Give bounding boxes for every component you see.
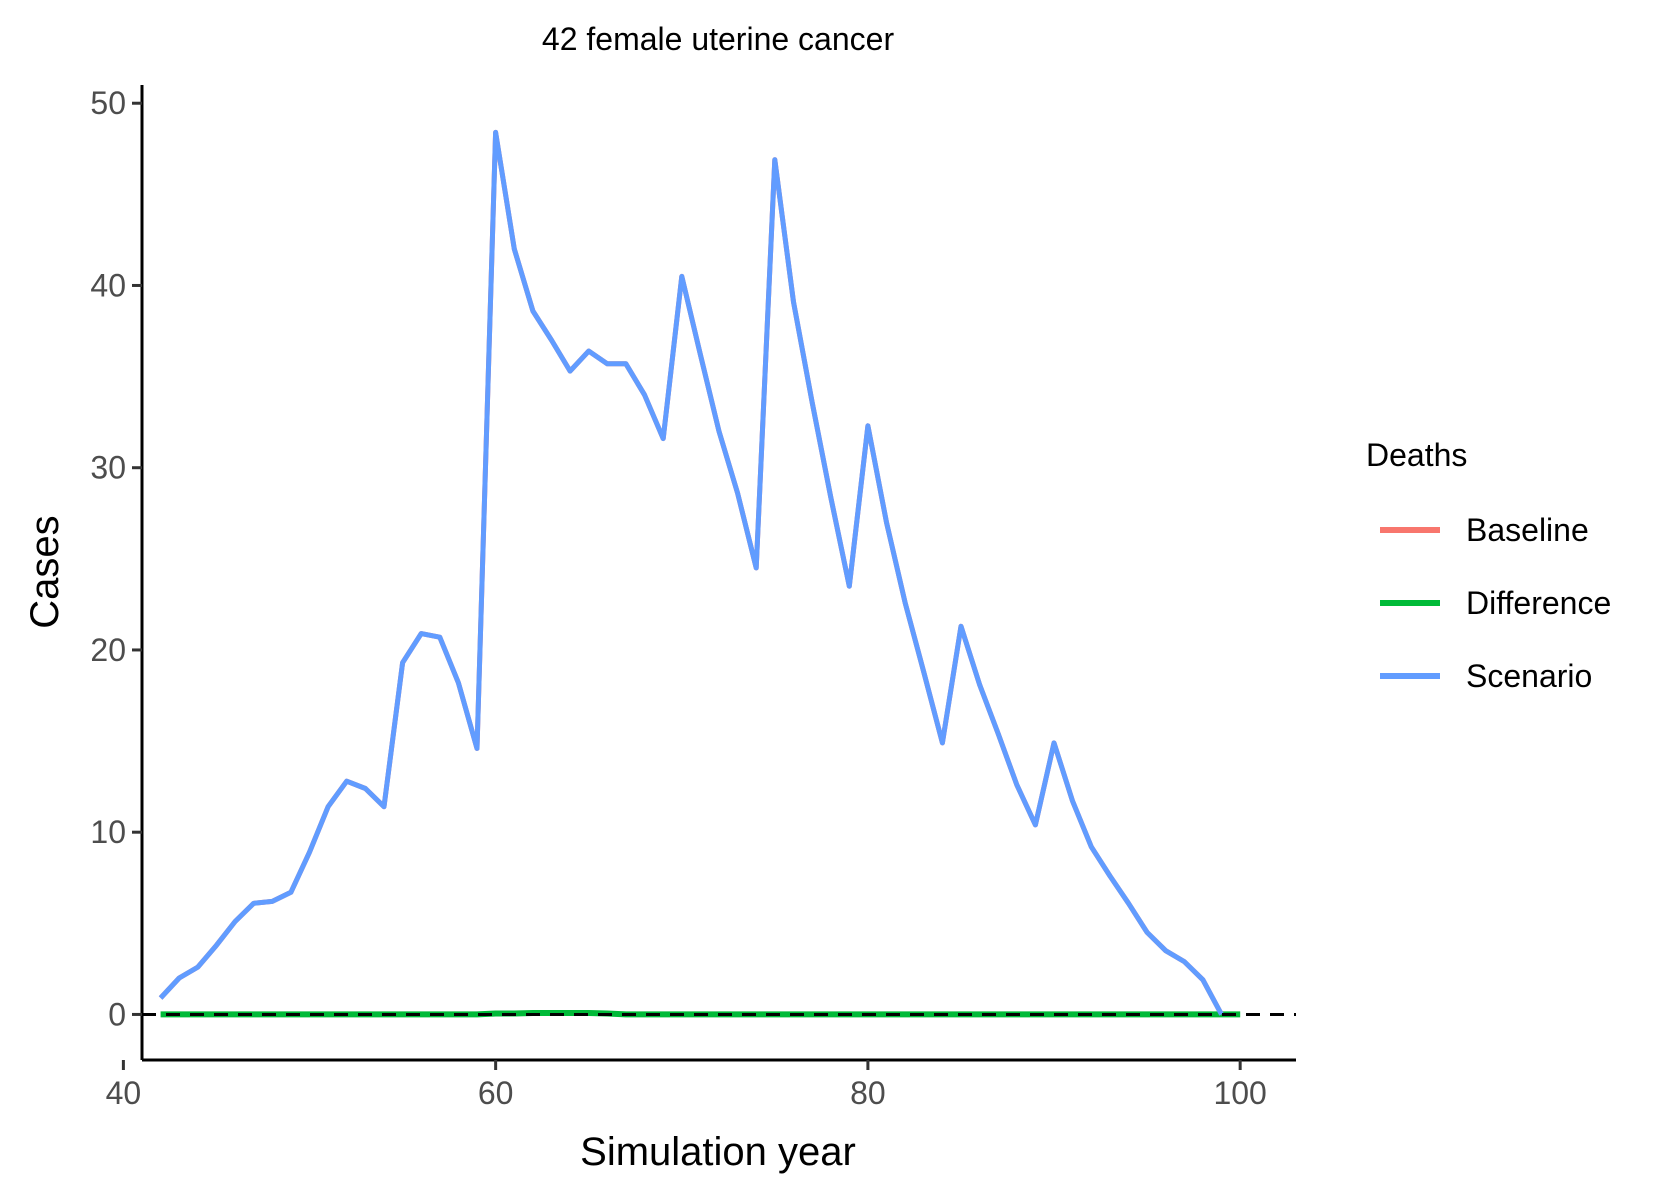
x-tick-label: 60 bbox=[478, 1075, 514, 1111]
y-axis-ticks: 0 10 20 30 40 50 bbox=[90, 85, 142, 1032]
x-tick-label: 80 bbox=[850, 1075, 886, 1111]
y-tick-label: 40 bbox=[90, 267, 126, 303]
legend-label-scenario: Scenario bbox=[1466, 658, 1592, 694]
legend: Deaths Baseline Difference Scenario bbox=[1366, 437, 1611, 694]
legend-label-difference: Difference bbox=[1466, 585, 1611, 621]
y-tick-label: 30 bbox=[90, 450, 126, 486]
x-axis-ticks: 40 60 80 100 bbox=[106, 1060, 1267, 1111]
legend-label-baseline: Baseline bbox=[1466, 512, 1589, 548]
legend-title: Deaths bbox=[1366, 437, 1467, 473]
plot-area bbox=[142, 129, 1296, 1018]
y-tick-label: 50 bbox=[90, 85, 126, 121]
series-line-scenario bbox=[158, 129, 1224, 1016]
chart-title: 42 female uterine cancer bbox=[542, 21, 895, 57]
y-tick-label: 20 bbox=[90, 632, 126, 668]
y-axis-title: Cases bbox=[23, 515, 67, 628]
x-tick-label: 100 bbox=[1213, 1075, 1266, 1111]
y-tick-label: 10 bbox=[90, 814, 126, 850]
x-axis-title: Simulation year bbox=[580, 1130, 856, 1174]
x-tick-label: 40 bbox=[106, 1075, 142, 1111]
y-tick-label: 0 bbox=[108, 996, 126, 1032]
